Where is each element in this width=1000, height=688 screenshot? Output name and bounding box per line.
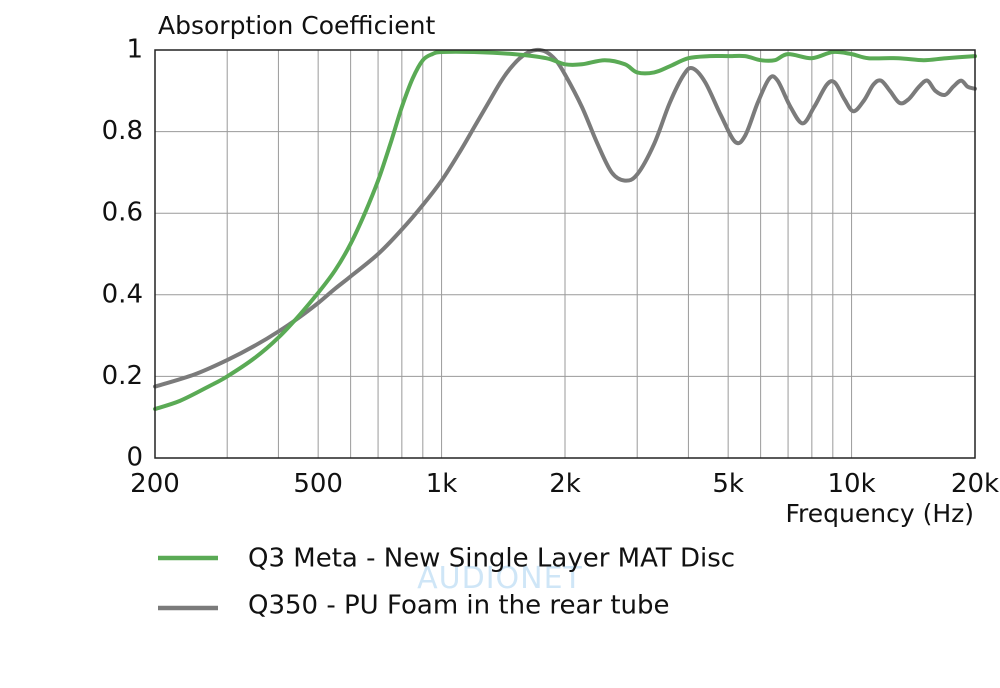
- y-tick-label: 0.6: [102, 198, 143, 228]
- series-line-q350: [153, 47, 977, 389]
- y-tick-label: 0: [126, 443, 143, 473]
- x-tick-label: 1k: [426, 469, 458, 499]
- plot-frame: [154, 49, 976, 459]
- minor-gridlines: [226, 50, 853, 458]
- watermark-logo: AUDIONET: [417, 561, 583, 596]
- legend-label-q350: Q350 - PU Foam in the rear tube: [248, 591, 670, 621]
- x-tick-label: 20k: [951, 469, 999, 499]
- x-tick-label: 500: [293, 469, 343, 499]
- y-axis-ticks: 0 0.2 0.4 0.6 0.8 1: [102, 35, 143, 473]
- y-axis-title: Absorption Coefficient: [158, 11, 435, 40]
- y-tick-label: 0.8: [102, 116, 143, 146]
- x-axis-title: Frequency (Hz): [785, 499, 974, 528]
- y-tick-label: 0.2: [102, 361, 143, 391]
- series-layer: [153, 47, 977, 411]
- y-tick-label: 0.4: [102, 279, 143, 309]
- y-tick-label: 1: [126, 35, 143, 65]
- legend-label-q3-meta: Q3 Meta - New Single Layer MAT Disc: [248, 544, 735, 574]
- major-gridlines: [155, 131, 975, 377]
- x-tick-label: 2k: [549, 469, 581, 499]
- series-line-q3-meta: [153, 49, 977, 411]
- legend: Q3 Meta - New Single Layer MAT Disc Q350…: [158, 544, 735, 621]
- x-axis-ticks: 200 500 1k 2k 5k 10k 20k: [130, 469, 999, 499]
- x-tick-label: 10k: [828, 469, 876, 499]
- x-tick-label: 200: [130, 469, 180, 499]
- x-tick-label: 5k: [712, 469, 744, 499]
